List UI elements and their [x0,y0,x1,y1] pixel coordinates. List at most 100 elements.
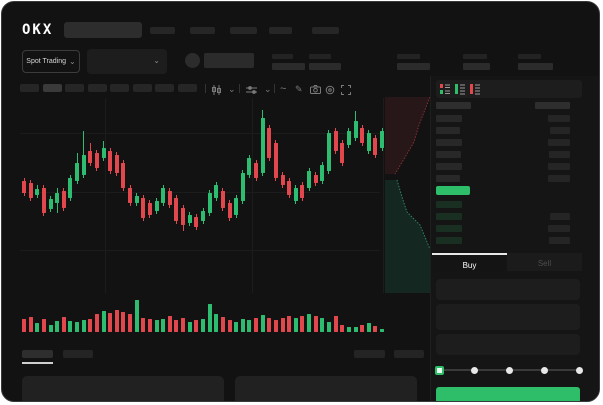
nav-item[interactable] [312,27,339,34]
timeframe-button[interactable] [110,84,129,92]
price-input[interactable] [436,279,580,300]
orderbook-bid-row[interactable] [436,213,462,220]
toolbar-divider [205,84,206,93]
orderbook-bid-row[interactable] [436,201,462,208]
timeframe-button[interactable] [87,84,107,92]
tab-buy[interactable]: Buy [432,253,507,271]
orderbook-bid-row[interactable] [436,225,462,232]
bottom-tab[interactable] [394,350,424,358]
volume-bar [227,320,232,332]
bottom-tab[interactable] [22,350,53,358]
orderbook-ask-row[interactable] [436,175,460,182]
slider-stop-dot[interactable] [576,367,583,374]
volume-bar [307,314,312,332]
candle-body [366,132,371,152]
slider-stop-dot[interactable] [541,367,548,374]
orderbook-bid-row[interactable] [436,237,462,244]
volume-bar [326,322,331,332]
market-type-selector[interactable]: Spot Trading ⌄ [22,50,80,73]
indicator-settings-icon[interactable] [246,86,257,94]
volume-bar [240,318,245,332]
pair-selector[interactable]: ⌄ [87,49,167,74]
timeframe-button[interactable] [132,84,152,92]
orderbook-asks-view-icon[interactable] [469,83,481,95]
volume-bar [247,320,252,332]
orderbook-header-amount [535,102,570,109]
timeframe-button[interactable] [20,84,39,92]
timeframe-button[interactable] [65,84,84,92]
chevron-down-icon[interactable]: ⌄ [264,84,272,94]
orderbook-ask-amount [548,139,570,146]
timeframe-button[interactable] [42,84,62,92]
stat-label [518,54,541,59]
candle-body [207,192,212,214]
draw-pencil-icon[interactable]: ✎ [295,84,303,94]
candle-body [260,118,265,174]
volume-bar [61,317,66,332]
amount-input[interactable] [436,304,580,330]
orderbook-ask-row[interactable] [436,151,461,158]
bottom-tab[interactable] [63,350,93,358]
candle-body [147,202,152,215]
timeframe-button[interactable] [177,84,197,92]
okx-logo[interactable]: OKX [22,22,54,38]
volume-bar [141,317,146,332]
total-input[interactable] [436,334,580,355]
orderbook-ask-row[interactable] [436,127,460,134]
nav-item[interactable] [269,27,292,34]
orderbook-combined-view-icon[interactable] [439,83,451,95]
chevron-down-icon[interactable]: ⌄ [228,84,236,94]
tab-sell[interactable]: Sell [507,253,582,271]
volume-bar [353,327,358,332]
nav-item[interactable] [150,27,175,34]
line-chart-icon[interactable]: ~ [280,83,287,95]
candle-body [41,188,46,214]
candle-body [75,162,80,182]
orderbook-ask-row[interactable] [436,163,462,170]
chevron-down-icon: ⌄ [153,56,160,65]
bottom-panel [22,376,224,401]
candle-body [108,151,113,171]
slider-stop-dot[interactable] [506,367,513,374]
candle-body [287,181,292,195]
gridline-h [20,250,380,252]
nav-item[interactable] [230,27,257,34]
candle-body [320,165,325,182]
candle-body [181,207,186,225]
buy-submit-button[interactable] [436,387,580,401]
nav-item[interactable] [190,27,215,34]
orderbook-header-price [436,102,471,109]
gear-icon[interactable] [325,85,335,95]
camera-icon[interactable] [310,85,321,94]
candle-body [121,162,126,189]
timeframe-button[interactable] [155,84,174,92]
orderbook-ask-row[interactable] [436,139,462,146]
volume-bar [161,318,166,332]
volume-bar [88,318,93,332]
stat-value [309,63,341,70]
gridline-v [105,98,106,293]
candle-body [373,137,378,155]
slider-handle[interactable] [435,366,444,375]
price-chart[interactable] [20,98,432,338]
orderbook-ask-row[interactable] [436,115,462,122]
search-input[interactable] [64,22,142,38]
volume-bar [154,320,159,332]
coin-icon [185,53,200,68]
orderbook-ask-amount [548,115,570,122]
stat-value [272,63,305,70]
volume-bar [320,317,325,332]
orderbook-bids-view-icon[interactable] [454,83,466,95]
bottom-tab[interactable] [354,350,385,358]
fullscreen-icon[interactable] [341,85,351,95]
slider-stop-dot[interactable] [471,367,478,374]
candle-style-icon[interactable] [211,85,222,95]
candle-body [313,175,318,183]
candle-body [81,154,86,176]
candle-body [353,121,358,138]
volume-bar [121,311,126,332]
gridline-h [20,133,380,135]
candle-body [307,170,312,189]
volume-bar [313,316,318,332]
